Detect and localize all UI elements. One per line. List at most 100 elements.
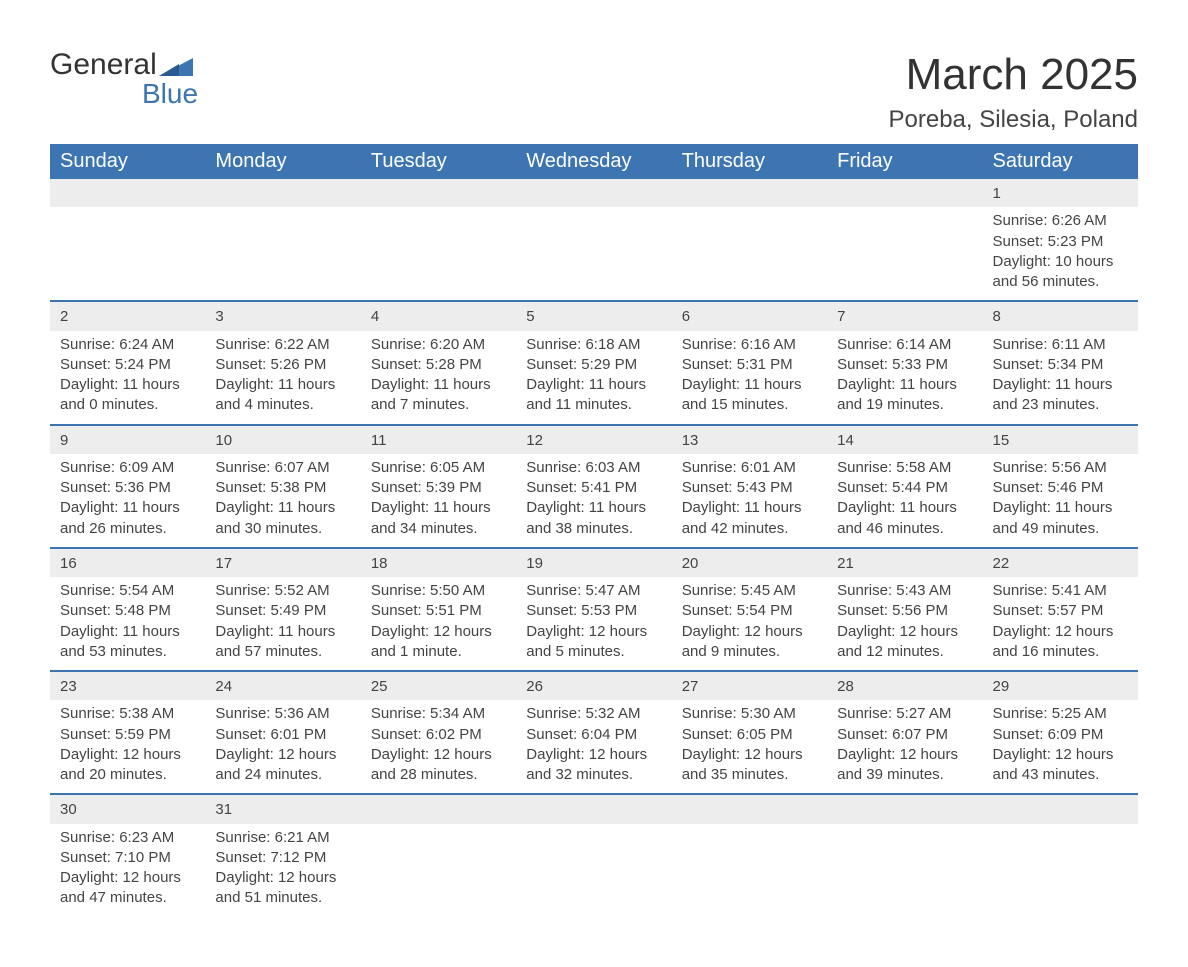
- day-data-cell: Sunrise: 5:36 AMSunset: 6:01 PMDaylight:…: [205, 700, 360, 794]
- day-data-cell: [672, 824, 827, 917]
- daylight-text: and 51 minutes.: [215, 888, 350, 908]
- sunset-text: Sunset: 6:07 PM: [837, 725, 972, 745]
- daylight-text: and 43 minutes.: [993, 765, 1128, 785]
- day-number-cell: [50, 179, 205, 207]
- daynum-row: 16171819202122: [50, 548, 1138, 577]
- daylight-text: Daylight: 12 hours: [371, 622, 506, 642]
- day-data-cell: [516, 824, 671, 917]
- day-number-cell: 2: [50, 301, 205, 330]
- daylight-text: and 7 minutes.: [371, 395, 506, 415]
- day-number-cell: 29: [983, 671, 1138, 700]
- day-number: 10: [215, 432, 232, 449]
- day-data-cell: Sunrise: 5:32 AMSunset: 6:04 PMDaylight:…: [516, 700, 671, 794]
- day-number: 2: [60, 308, 68, 325]
- day-number-cell: [672, 179, 827, 207]
- weekday-header: Monday: [205, 144, 360, 179]
- day-number: 8: [993, 308, 1001, 325]
- day-number: 27: [682, 678, 699, 695]
- daylight-text: Daylight: 11 hours: [215, 375, 350, 395]
- sunrise-text: Sunrise: 6:23 AM: [60, 828, 195, 848]
- daylight-text: Daylight: 12 hours: [215, 745, 350, 765]
- day-data-cell: Sunrise: 6:21 AMSunset: 7:12 PMDaylight:…: [205, 824, 360, 917]
- daylight-text: and 1 minute.: [371, 642, 506, 662]
- daylight-text: and 4 minutes.: [215, 395, 350, 415]
- daylight-text: and 19 minutes.: [837, 395, 972, 415]
- daylight-text: Daylight: 12 hours: [682, 745, 817, 765]
- day-number-cell: 3: [205, 301, 360, 330]
- flag-icon: [159, 54, 193, 76]
- day-data-cell: Sunrise: 5:27 AMSunset: 6:07 PMDaylight:…: [827, 700, 982, 794]
- daylight-text: and 11 minutes.: [526, 395, 661, 415]
- day-number-cell: 31: [205, 794, 360, 823]
- day-data-cell: Sunrise: 6:03 AMSunset: 5:41 PMDaylight:…: [516, 454, 671, 548]
- day-data-cell: Sunrise: 5:41 AMSunset: 5:57 PMDaylight:…: [983, 577, 1138, 671]
- day-number-cell: 14: [827, 425, 982, 454]
- day-data-cell: Sunrise: 6:14 AMSunset: 5:33 PMDaylight:…: [827, 331, 982, 425]
- day-data-cell: Sunrise: 6:05 AMSunset: 5:39 PMDaylight:…: [361, 454, 516, 548]
- day-number: 31: [215, 801, 232, 818]
- data-row: Sunrise: 6:09 AMSunset: 5:36 PMDaylight:…: [50, 454, 1138, 548]
- day-number: 5: [526, 308, 534, 325]
- day-data-cell: Sunrise: 5:50 AMSunset: 5:51 PMDaylight:…: [361, 577, 516, 671]
- day-number: 20: [682, 555, 699, 572]
- sunset-text: Sunset: 5:51 PM: [371, 601, 506, 621]
- day-data-cell: [361, 207, 516, 301]
- day-number-cell: 21: [827, 548, 982, 577]
- day-number-cell: [827, 794, 982, 823]
- sunset-text: Sunset: 5:38 PM: [215, 478, 350, 498]
- day-number: 16: [60, 555, 77, 572]
- day-number-cell: 15: [983, 425, 1138, 454]
- day-data-cell: Sunrise: 6:26 AMSunset: 5:23 PMDaylight:…: [983, 207, 1138, 301]
- day-number-cell: [516, 179, 671, 207]
- day-number-cell: 6: [672, 301, 827, 330]
- daylight-text: and 35 minutes.: [682, 765, 817, 785]
- daylight-text: Daylight: 11 hours: [682, 375, 817, 395]
- day-number-cell: 8: [983, 301, 1138, 330]
- weekday-header: Sunday: [50, 144, 205, 179]
- daylight-text: Daylight: 12 hours: [526, 745, 661, 765]
- daylight-text: Daylight: 12 hours: [993, 622, 1128, 642]
- data-row: Sunrise: 6:26 AMSunset: 5:23 PMDaylight:…: [50, 207, 1138, 301]
- daylight-text: and 0 minutes.: [60, 395, 195, 415]
- daynum-row: 23242526272829: [50, 671, 1138, 700]
- daylight-text: and 23 minutes.: [993, 395, 1128, 415]
- day-number: 14: [837, 432, 854, 449]
- daylight-text: Daylight: 11 hours: [60, 375, 195, 395]
- sunrise-text: Sunrise: 6:26 AM: [993, 211, 1128, 231]
- day-data-cell: Sunrise: 6:20 AMSunset: 5:28 PMDaylight:…: [361, 331, 516, 425]
- sunset-text: Sunset: 6:05 PM: [682, 725, 817, 745]
- weekday-header: Wednesday: [516, 144, 671, 179]
- day-number-cell: 26: [516, 671, 671, 700]
- day-number-cell: [983, 794, 1138, 823]
- weekday-header-row: Sunday Monday Tuesday Wednesday Thursday…: [50, 144, 1138, 179]
- sunrise-text: Sunrise: 6:01 AM: [682, 458, 817, 478]
- daylight-text: and 38 minutes.: [526, 519, 661, 539]
- sunrise-text: Sunrise: 6:24 AM: [60, 335, 195, 355]
- daylight-text: Daylight: 12 hours: [682, 622, 817, 642]
- header: General Blue March 2025 Poreba, Silesia,…: [50, 50, 1138, 134]
- daylight-text: and 42 minutes.: [682, 519, 817, 539]
- day-number: 15: [993, 432, 1010, 449]
- day-data-cell: [672, 207, 827, 301]
- day-number-cell: [516, 794, 671, 823]
- sunrise-text: Sunrise: 5:58 AM: [837, 458, 972, 478]
- daylight-text: Daylight: 11 hours: [215, 622, 350, 642]
- sunset-text: Sunset: 5:46 PM: [993, 478, 1128, 498]
- day-data-cell: [827, 207, 982, 301]
- day-data-cell: Sunrise: 6:09 AMSunset: 5:36 PMDaylight:…: [50, 454, 205, 548]
- sunrise-text: Sunrise: 5:56 AM: [993, 458, 1128, 478]
- data-row: Sunrise: 6:23 AMSunset: 7:10 PMDaylight:…: [50, 824, 1138, 917]
- day-number-cell: 7: [827, 301, 982, 330]
- daynum-row: 3031: [50, 794, 1138, 823]
- day-data-cell: Sunrise: 6:01 AMSunset: 5:43 PMDaylight:…: [672, 454, 827, 548]
- day-number-cell: [827, 179, 982, 207]
- brand-line1: General: [50, 50, 157, 80]
- daylight-text: and 39 minutes.: [837, 765, 972, 785]
- sunrise-text: Sunrise: 6:11 AM: [993, 335, 1128, 355]
- day-number: 17: [215, 555, 232, 572]
- sunset-text: Sunset: 5:41 PM: [526, 478, 661, 498]
- data-row: Sunrise: 5:54 AMSunset: 5:48 PMDaylight:…: [50, 577, 1138, 671]
- day-number-cell: 5: [516, 301, 671, 330]
- day-number-cell: 13: [672, 425, 827, 454]
- day-number-cell: 17: [205, 548, 360, 577]
